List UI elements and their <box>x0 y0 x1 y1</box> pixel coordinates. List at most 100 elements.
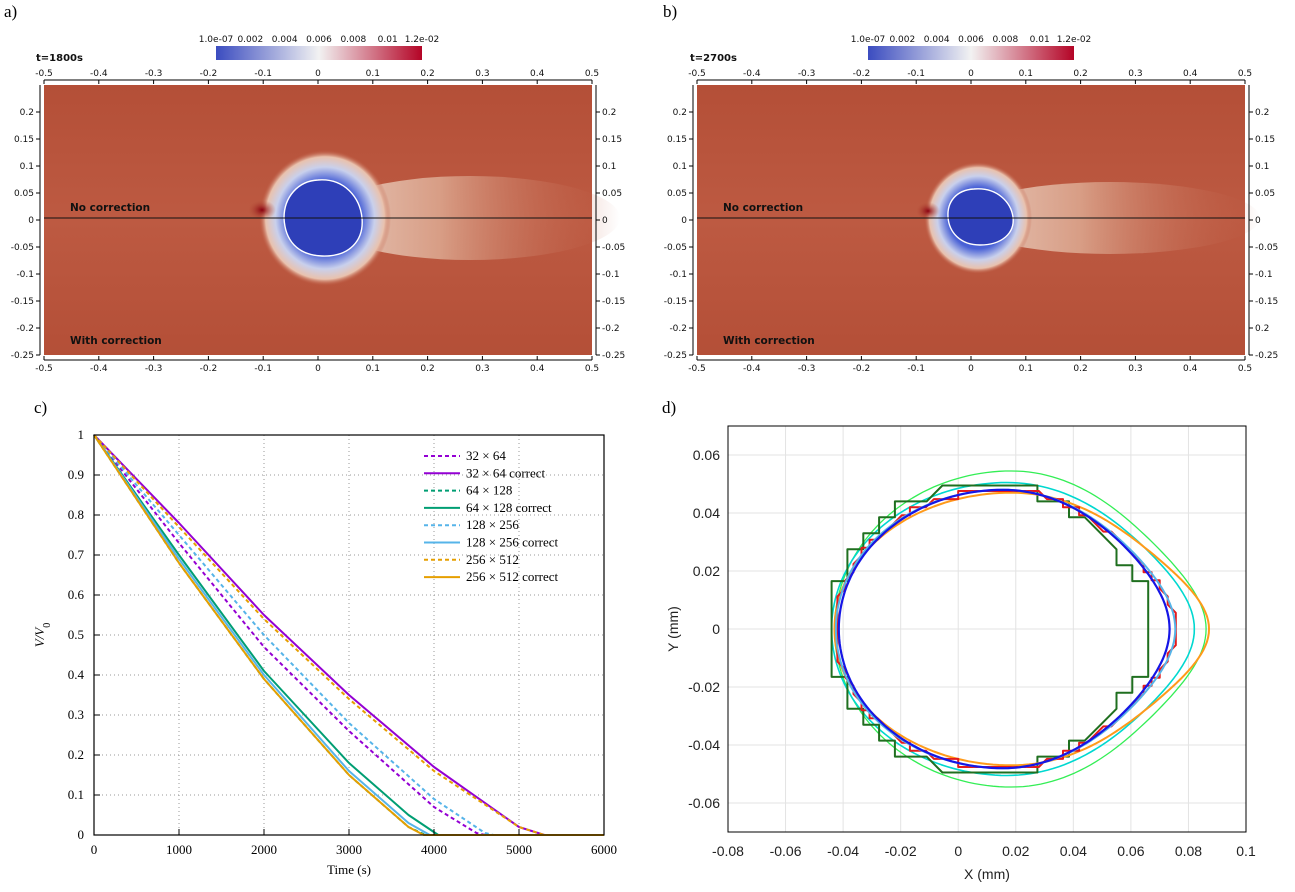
y-tick-label-left-b: -0.25 <box>664 351 687 361</box>
y-tick-label-c: 0.5 <box>68 627 84 642</box>
x-tick-label-top-b: 0.4 <box>1183 69 1198 79</box>
x-tick-label-bottom-b: -0.1 <box>907 364 925 374</box>
x-tick-label-d: -0.02 <box>885 843 917 859</box>
x-tick-label-bottom-b: 0 <box>968 364 974 374</box>
x-tick-label-bottom-a: 0 <box>315 364 321 374</box>
y-tick-label-left-b: 0.05 <box>667 189 687 199</box>
x-tick-label-top-b: 0.1 <box>1019 69 1033 79</box>
colorbar-b <box>868 46 1074 60</box>
x-tick-label-top-b: -0.1 <box>907 69 925 79</box>
y-tick-label-right-a: 0.15 <box>602 135 622 145</box>
time-label-a: t=1800s <box>36 53 83 64</box>
x-tick-label-c: 1000 <box>166 842 192 857</box>
y-tick-label-d: 0 <box>712 621 720 637</box>
x-tick-label-c: 3000 <box>336 842 362 857</box>
x-tick-label-c: 0 <box>91 842 98 857</box>
colorbar-tick-b: 0.01 <box>1030 35 1050 45</box>
y-tick-label-right-b: -0.1 <box>1255 270 1273 280</box>
x-tick-label-bottom-b: 0.2 <box>1073 364 1087 374</box>
y-tick-label-left-a: 0.05 <box>14 189 34 199</box>
annotation-with-correction-a: With correction <box>70 335 162 347</box>
annotation-with-correction-b: With correction <box>723 335 815 347</box>
y-tick-label-left-a: -0.1 <box>16 270 34 280</box>
x-tick-label-c: 4000 <box>421 842 447 857</box>
legend-label-c: 256 × 512 <box>466 552 519 567</box>
y-tick-label-d: -0.06 <box>688 795 720 811</box>
x-tick-label-d: 0.06 <box>1117 843 1144 859</box>
colorbar-b-ticks: 1.0e-07 0.002 0.004 0.006 0.008 0.01 1.2e-02 <box>851 35 1092 45</box>
x-tick-label-bottom-a: -0.5 <box>35 364 53 374</box>
x-tick-label-c: 6000 <box>591 842 617 857</box>
x-tick-label-bottom-a: 0.3 <box>475 364 489 374</box>
y-tick-label-right-b: -0.25 <box>1255 351 1278 361</box>
axes-a-ticks: -0.5 -0.5 -0.4 -0.4 -0.3 -0.3 -0.2 -0.2 -0.1 -0.1… <box>11 69 626 374</box>
y-tick-label-left-a: -0.2 <box>16 324 34 334</box>
x-tick-label-bottom-a: 0.5 <box>585 364 599 374</box>
x-tick-label-top-a: 0.1 <box>366 69 380 79</box>
x-axis-label-d: X (mm) <box>964 866 1010 882</box>
colorbar-tick-a: 1.0e-07 <box>199 35 234 45</box>
ticks-d: -0.08 -0.06 -0.04 -0.02 0 0.02 0.04 0.06 0.08 0.1… <box>688 447 1256 859</box>
grid-d <box>727 426 1247 832</box>
x-tick-label-bottom-b: 0.5 <box>1238 364 1252 374</box>
y-tick-label-left-a: 0.15 <box>14 135 34 145</box>
x-tick-label-bottom-a: -0.1 <box>254 364 272 374</box>
x-tick-label-bottom-b: 0.4 <box>1183 364 1198 374</box>
y-tick-label-c: 0.1 <box>68 787 84 802</box>
panel-b-field: 1.0e-07 0.002 0.004 0.006 0.008 0.01 1.2e-02 t… <box>664 35 1279 374</box>
y-tick-label-left-b: 0.1 <box>673 162 687 172</box>
x-tick-label-top-b: -0.2 <box>853 69 871 79</box>
x-tick-label-d: 0 <box>954 843 962 859</box>
axes-b-ticks: -0.5 -0.5 -0.4 -0.4 -0.3 -0.3 -0.2 -0.2 -0.1 -0.1… <box>664 69 1279 374</box>
colorbar-tick-a: 0.008 <box>340 35 366 45</box>
x-tick-label-top-a: 0 <box>315 69 321 79</box>
y-tick-label-d: 0.04 <box>693 505 720 521</box>
panel-a-field: 1.0e-07 0.002 0.004 0.006 0.008 0.01 1.2e-02 t… <box>11 35 626 374</box>
plot-frame-d <box>727 425 1247 833</box>
y-tick-label-left-a: -0.15 <box>11 297 34 307</box>
y-tick-label-c: 0 <box>78 827 85 842</box>
x-tick-label-d: -0.04 <box>827 843 859 859</box>
x-tick-label-d: 0.1 <box>1236 843 1256 859</box>
y-axis-label-c: V/V0 <box>32 623 53 648</box>
colorbar-a <box>216 46 422 60</box>
colorbar-tick-b: 1.0e-07 <box>851 35 886 45</box>
x-tick-label-bottom-b: 0.3 <box>1128 364 1142 374</box>
legend-label-c: 64 × 128 correct <box>466 500 552 515</box>
y-tick-label-right-b: 0.2 <box>1255 324 1269 334</box>
colorbar-tick-b: 0.006 <box>958 35 984 45</box>
y-tick-label-d: 0.02 <box>693 563 720 579</box>
colorbar-tick-b: 0.002 <box>889 35 915 45</box>
x-tick-label-bottom-a: -0.3 <box>145 364 163 374</box>
colorbar-tick-a: 0.004 <box>272 35 298 45</box>
x-tick-label-d: -0.06 <box>770 843 802 859</box>
legend-label-c: 256 × 512 correct <box>466 569 559 584</box>
x-tick-label-top-b: 0.3 <box>1128 69 1142 79</box>
y-axis-label-d: Y (mm) <box>665 606 681 652</box>
x-tick-label-top-a: 0.5 <box>585 69 599 79</box>
y-tick-label-left-a: 0 <box>28 216 34 226</box>
y-tick-label-c: 0.3 <box>68 707 84 722</box>
x-tick-label-d: 0.08 <box>1175 843 1202 859</box>
x-tick-label-d: 0.04 <box>1060 843 1087 859</box>
y-tick-label-c: 1 <box>78 427 85 442</box>
y-tick-label-c: 0.4 <box>68 667 85 682</box>
y-tick-label-right-b: 0 <box>1255 216 1261 226</box>
x-tick-label-bottom-a: 0.4 <box>530 364 545 374</box>
ticks-c: 0 1000 2000 3000 4000 5000 6000 0 0.1 0.2 0.3 0.4 0.… <box>68 427 617 857</box>
y-tick-label-right-a: -0.15 <box>602 297 625 307</box>
time-label-b: t=2700s <box>690 53 737 64</box>
y-tick-label-left-a: -0.25 <box>11 351 34 361</box>
colorbar-tick-a: 0.01 <box>378 35 398 45</box>
y-tick-label-right-a: 0.05 <box>602 189 622 199</box>
y-tick-label-left-b: -0.15 <box>664 297 687 307</box>
y-tick-label-right-a: -0.1 <box>602 270 620 280</box>
x-axis-label-c: Time (s) <box>327 862 371 877</box>
panel-c-line-chart: 0 1000 2000 3000 4000 5000 6000 0 0.1 0.2 0.3 0.4 0.… <box>32 427 617 877</box>
x-tick-label-bottom-a: -0.2 <box>200 364 218 374</box>
legend-label-c: 64 × 128 <box>466 483 512 498</box>
y-tick-label-c: 0.2 <box>68 747 84 762</box>
annotation-no-correction-a: No correction <box>70 202 150 214</box>
colorbar-tick-b: 1.2e-02 <box>1057 35 1092 45</box>
